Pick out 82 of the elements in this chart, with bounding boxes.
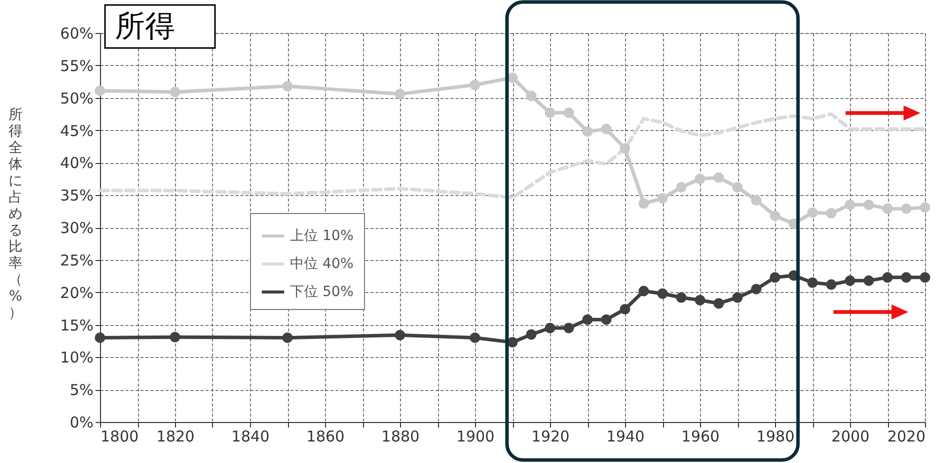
y-tick-label: 5%	[70, 381, 94, 400]
point	[901, 272, 912, 283]
point	[394, 330, 406, 340]
x-tick-label: 1960	[681, 428, 720, 446]
point	[751, 195, 762, 206]
point	[920, 272, 930, 283]
legend-label: 中位 40%	[290, 256, 354, 272]
point	[770, 272, 780, 283]
point	[638, 286, 649, 296]
point	[638, 198, 649, 209]
point	[826, 279, 836, 290]
point	[564, 108, 574, 118]
y-tick-label: 10%	[60, 348, 94, 367]
point	[920, 202, 930, 213]
point	[826, 208, 836, 218]
y-tick-label: 15%	[60, 316, 94, 334]
point	[770, 210, 780, 222]
legend-label: 上位 10%	[290, 228, 354, 244]
chart-title: 所得	[115, 9, 175, 44]
point	[544, 108, 556, 118]
point	[657, 193, 668, 204]
point	[807, 207, 818, 218]
y-tick-label: 50%	[60, 89, 94, 108]
point	[582, 126, 593, 137]
legend-label: 下位 50%	[290, 284, 354, 300]
point	[94, 85, 106, 96]
point	[94, 332, 106, 343]
point	[844, 275, 856, 286]
point	[470, 80, 480, 90]
point	[864, 200, 874, 210]
y-tick-label: 0%	[70, 414, 94, 432]
x-tick-label: 1800	[100, 428, 139, 446]
point	[526, 90, 536, 102]
point	[882, 272, 893, 283]
point	[170, 86, 180, 98]
x-tick-label: 1860	[306, 428, 345, 446]
point	[714, 298, 724, 309]
x-tick-label: 2020	[887, 428, 926, 446]
point	[601, 314, 612, 325]
point	[676, 182, 686, 193]
x-tick-label: 1900	[456, 428, 495, 446]
point	[732, 292, 743, 303]
point	[526, 329, 536, 340]
y-tick-label: 45%	[60, 122, 94, 140]
point	[282, 332, 293, 343]
x-tick-label: 1980	[756, 428, 795, 446]
point	[676, 292, 686, 303]
point	[714, 172, 724, 183]
point	[694, 174, 706, 184]
point	[544, 322, 556, 334]
y-tick-label: 25%	[60, 251, 94, 270]
x-tick-label: 1920	[531, 428, 570, 446]
x-tick-label: 1840	[231, 428, 270, 446]
y-tick-label: 55%	[60, 56, 94, 75]
point	[601, 124, 612, 134]
point	[844, 200, 856, 210]
point	[882, 203, 893, 214]
point	[564, 322, 574, 334]
x-tick-label: 2000	[831, 428, 870, 446]
point	[470, 332, 480, 343]
y-tick-label: 40%	[60, 154, 94, 172]
x-tick-label: 1880	[381, 428, 420, 446]
y-tick-label: 35%	[60, 186, 94, 205]
point	[732, 182, 743, 193]
point	[170, 332, 180, 342]
point	[582, 314, 593, 325]
x-tick-label: 1820	[156, 428, 195, 446]
point	[807, 277, 818, 288]
point	[694, 294, 706, 306]
y-tick-label: 20%	[60, 284, 94, 302]
x-tick-label: 1940	[606, 428, 645, 446]
point	[864, 275, 874, 286]
y-tick-label: 60%	[60, 24, 94, 42]
y-tick-label: 30%	[60, 219, 94, 237]
point	[901, 203, 912, 214]
point	[620, 143, 630, 154]
point	[620, 304, 630, 314]
point	[657, 288, 668, 299]
text: 所得全体に占める比率（%）	[8, 107, 22, 321]
point	[751, 284, 762, 294]
point	[394, 88, 406, 100]
point	[282, 80, 293, 92]
